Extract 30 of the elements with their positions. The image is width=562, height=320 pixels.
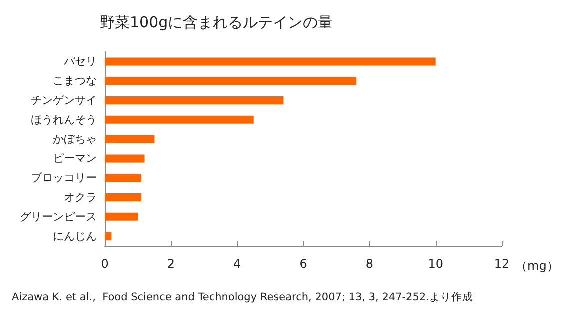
x-axis-title: （mg） — [516, 259, 559, 273]
x-tick-label: 8 — [366, 257, 374, 271]
bar — [105, 135, 155, 144]
y-tick-label: ほうれんそう — [31, 113, 97, 126]
x-tick-label: 4 — [234, 257, 242, 271]
bar — [105, 212, 138, 221]
y-tick-label: パセリ — [63, 55, 97, 68]
y-tick-label: ピーマン — [53, 152, 97, 166]
bar — [105, 77, 356, 86]
bar — [105, 174, 142, 182]
text: Aizawa K. et al., Food Science and Technology Research, 2007; 13, 3, 247-252.より作成 — [12, 290, 474, 304]
bar — [105, 194, 142, 202]
bar — [105, 58, 436, 66]
x-tick-label: 10 — [428, 257, 444, 271]
bar — [105, 154, 145, 163]
bar — [105, 116, 254, 124]
y-tick-label: ブロッコリー — [31, 172, 97, 185]
y-tick-label: にんじん — [53, 230, 97, 243]
chart-title: 野菜100gに含まれるルテインの量 — [100, 14, 334, 32]
x-tick-label: 0 — [101, 257, 109, 271]
bar — [105, 232, 112, 240]
y-tick-label: かぼちゃ — [53, 132, 97, 146]
bar — [105, 96, 284, 104]
y-tick-label: オクラ — [64, 191, 97, 204]
y-tick-label: チンゲンサイ — [31, 94, 97, 107]
x-tick-label: 12 — [494, 257, 510, 271]
y-tick-label: グリーンピース — [20, 210, 97, 224]
y-tick-label: こまつな — [53, 74, 97, 88]
x-tick-label: 6 — [300, 257, 308, 271]
x-tick-label: 2 — [167, 257, 175, 271]
